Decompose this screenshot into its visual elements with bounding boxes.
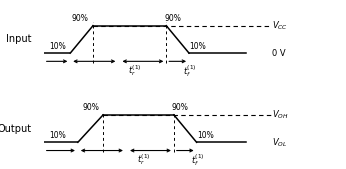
Text: $t_f^{(1)}$: $t_f^{(1)}$	[191, 152, 205, 168]
Text: $V_{CC}$: $V_{CC}$	[272, 19, 288, 32]
Text: $V_{OH}$: $V_{OH}$	[272, 109, 289, 121]
Text: 0 V: 0 V	[272, 49, 286, 58]
Text: Input: Input	[6, 34, 31, 44]
Text: $t_r^{(1)}$: $t_r^{(1)}$	[128, 63, 142, 78]
Text: 10%: 10%	[190, 42, 206, 51]
Text: 10%: 10%	[49, 42, 66, 51]
Text: 90%: 90%	[72, 14, 89, 23]
Text: $t_r^{(1)}$: $t_r^{(1)}$	[137, 152, 151, 167]
Text: 90%: 90%	[172, 103, 189, 112]
Text: 10%: 10%	[49, 131, 66, 140]
Text: 90%: 90%	[82, 103, 99, 112]
Text: $V_{OL}$: $V_{OL}$	[272, 136, 288, 149]
Text: 90%: 90%	[164, 14, 181, 23]
Text: 10%: 10%	[197, 131, 214, 140]
Text: Output: Output	[0, 124, 31, 134]
Text: $t_f^{(1)}$: $t_f^{(1)}$	[183, 63, 197, 79]
